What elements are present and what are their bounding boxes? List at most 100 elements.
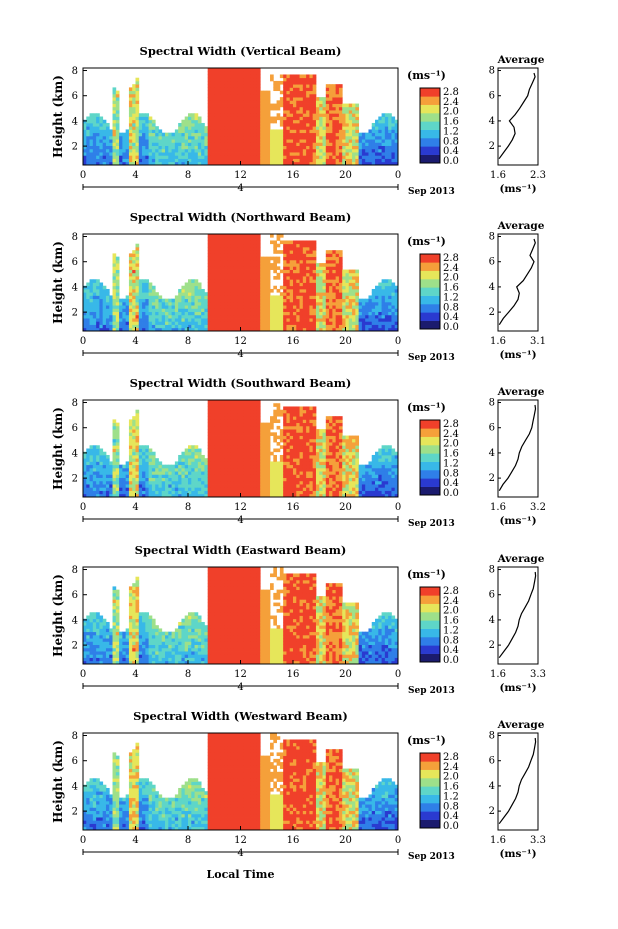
- heatmap-cell: [345, 282, 350, 287]
- heatmap-cell: [240, 301, 245, 306]
- heatmap-cell: [253, 471, 258, 475]
- average-y-tick-label: 8: [489, 232, 495, 243]
- heatmap-cell: [388, 119, 392, 124]
- colorbar-swatch: [420, 96, 440, 105]
- heatmap-cell: [306, 301, 310, 306]
- heatmap-cell: [276, 243, 281, 248]
- heatmap-cell: [388, 145, 392, 150]
- heatmap-cell: [240, 97, 245, 101]
- heatmap-cell: [145, 148, 150, 153]
- heatmap-cell: [145, 490, 150, 495]
- heatmap-cell: [148, 126, 153, 130]
- heatmap-cell: [250, 135, 255, 140]
- heatmap-cell: [99, 292, 104, 296]
- heatmap-cell: [142, 145, 146, 150]
- heatmap-cell: [119, 161, 123, 166]
- heatmap-cell: [286, 135, 291, 140]
- heatmap-cell: [286, 314, 291, 319]
- heatmap-cell: [253, 484, 258, 488]
- heatmap-cell: [210, 269, 215, 274]
- heatmap-cell: [283, 155, 287, 159]
- heatmap-cell: [115, 480, 120, 485]
- heatmap-cell: [96, 314, 100, 319]
- heatmap-cell: [220, 266, 225, 270]
- heatmap-cell: [132, 487, 136, 491]
- date-day: 4: [237, 349, 243, 360]
- heatmap-cell: [384, 288, 389, 293]
- heatmap-cell: [240, 158, 245, 163]
- heatmap-cell: [286, 279, 291, 283]
- heatmap-cell: [197, 298, 202, 303]
- heatmap-cell: [191, 477, 195, 482]
- heatmap-cell: [237, 314, 241, 319]
- heatmap-cell: [207, 451, 212, 456]
- heatmap-cell: [227, 400, 232, 404]
- heatmap-cell: [306, 135, 310, 140]
- heatmap-cell: [365, 305, 369, 309]
- heatmap-cell: [296, 142, 300, 146]
- heatmap-cell: [266, 132, 271, 137]
- heatmap-cell: [296, 266, 300, 270]
- heatmap-cell: [325, 158, 330, 163]
- heatmap-cell: [270, 256, 274, 261]
- heatmap-cell: [358, 311, 363, 316]
- heatmap-cell: [207, 122, 212, 127]
- heatmap-cell: [165, 487, 169, 491]
- heatmap-cell: [217, 324, 222, 329]
- heatmap-cell: [210, 474, 215, 478]
- heatmap-cell: [151, 458, 156, 462]
- heatmap-cell: [181, 122, 186, 127]
- heatmap-cell: [115, 116, 120, 121]
- heatmap-cell: [112, 305, 117, 309]
- heatmap-cell: [145, 142, 150, 146]
- heatmap-cell: [227, 253, 232, 258]
- heatmap-cell: [115, 129, 120, 134]
- heatmap-cell: [142, 477, 146, 482]
- heatmap-cell: [204, 305, 209, 309]
- heatmap-cell: [224, 324, 228, 329]
- heatmap-cell: [352, 135, 356, 140]
- heatmap-cell: [243, 314, 248, 319]
- heatmap-cell: [289, 145, 294, 150]
- heatmap-cell: [102, 285, 107, 290]
- heatmap-cell: [355, 324, 360, 329]
- heatmap-cell: [233, 142, 238, 146]
- heatmap-cell: [148, 318, 153, 322]
- heatmap-cell: [204, 295, 209, 300]
- heatmap-cell: [319, 126, 323, 130]
- heatmap-cell: [230, 68, 235, 72]
- heatmap-cell: [283, 106, 287, 111]
- heatmap-cell: [224, 282, 228, 287]
- heatmap-cell: [197, 126, 202, 130]
- heatmap-cell: [161, 311, 166, 316]
- heatmap-cell: [214, 301, 218, 306]
- heatmap-cell: [207, 119, 212, 124]
- heatmap-cell: [240, 276, 245, 280]
- heatmap-cell: [296, 129, 300, 134]
- heatmap-cell: [293, 308, 297, 312]
- heatmap-cell: [276, 318, 281, 322]
- heatmap-cell: [119, 142, 123, 146]
- heatmap-cell: [99, 477, 104, 482]
- heatmap-cell: [279, 129, 284, 134]
- heatmap-cell: [381, 139, 386, 143]
- heatmap-cell: [161, 490, 166, 495]
- heatmap-cell: [325, 298, 330, 303]
- heatmap-cell: [293, 87, 297, 92]
- heatmap-cell: [230, 324, 235, 329]
- heatmap-cell: [253, 282, 258, 287]
- heatmap-cell: [86, 288, 90, 293]
- heatmap-cell: [394, 298, 399, 303]
- heatmap-cell: [325, 250, 330, 254]
- heatmap-cell: [315, 145, 320, 150]
- heatmap-cell: [220, 148, 225, 153]
- heatmap-cell: [210, 318, 215, 322]
- heatmap-cell: [214, 295, 218, 300]
- heatmap-cell: [296, 305, 300, 309]
- heatmap-cell: [174, 461, 179, 466]
- heatmap-cell: [325, 272, 330, 277]
- heatmap-cell: [181, 480, 186, 485]
- heatmap-cell: [240, 155, 245, 159]
- heatmap-cell: [237, 145, 241, 150]
- heatmap-cell: [243, 161, 248, 166]
